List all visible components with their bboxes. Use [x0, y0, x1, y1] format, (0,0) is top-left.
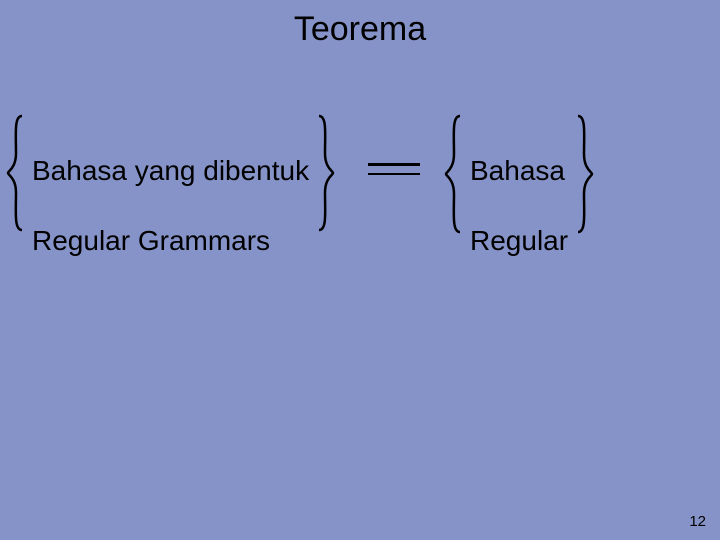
left-set-line2: Regular Grammars [32, 225, 270, 256]
equals-bar [368, 173, 420, 176]
left-brace-close-icon [315, 114, 335, 232]
right-brace-open-icon [444, 114, 464, 234]
slide-title: Teorema [0, 10, 720, 49]
slide-background [0, 0, 720, 540]
left-set-group: Bahasa yang dibentuk Regular Grammars [6, 114, 335, 262]
left-set-text: Bahasa yang dibentuk Regular Grammars [26, 114, 315, 262]
left-brace-open-icon [6, 114, 26, 232]
right-set-group: Bahasa Regular [444, 114, 594, 262]
right-set-text: Bahasa Regular [464, 114, 574, 262]
right-set-line2: Regular [470, 225, 568, 256]
equals-sign-icon [368, 163, 420, 175]
equals-bar [368, 163, 420, 166]
page-number: 12 [689, 513, 706, 530]
left-set-line1: Bahasa yang dibentuk [32, 155, 309, 186]
right-brace-close-icon [574, 114, 594, 234]
right-set-line1: Bahasa [470, 155, 565, 186]
